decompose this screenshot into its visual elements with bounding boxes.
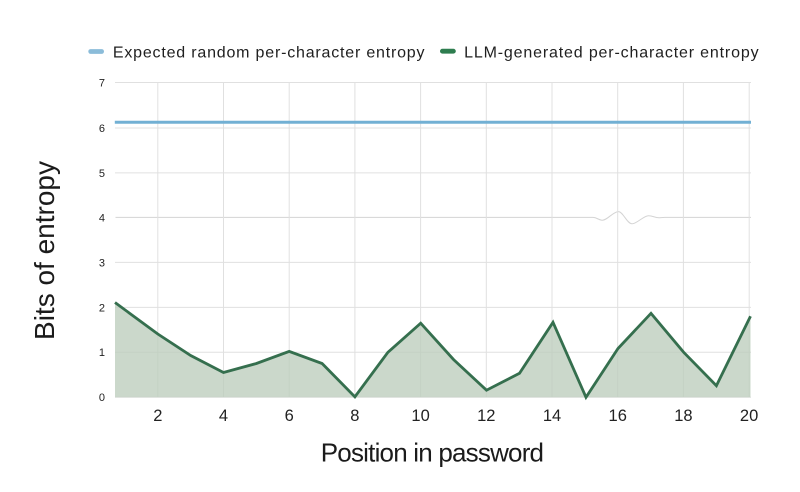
svg-text:20: 20 <box>740 407 758 425</box>
svg-text:18: 18 <box>674 407 692 425</box>
svg-text:0: 0 <box>99 392 105 404</box>
svg-text:10: 10 <box>411 407 429 425</box>
svg-text:4: 4 <box>219 407 228 425</box>
svg-text:Bits of entropy: Bits of entropy <box>29 161 60 340</box>
svg-text:6: 6 <box>99 123 105 135</box>
svg-text:12: 12 <box>477 407 495 425</box>
svg-text:14: 14 <box>543 407 561 425</box>
svg-text:16: 16 <box>609 407 627 425</box>
svg-text:2: 2 <box>99 302 105 314</box>
svg-text:7: 7 <box>99 77 105 89</box>
svg-text:Expected random per-character: Expected random per-character entropy <box>113 45 425 62</box>
svg-text:3: 3 <box>99 257 105 269</box>
svg-text:4: 4 <box>99 212 105 224</box>
svg-text:1: 1 <box>99 347 105 359</box>
svg-text:LLM-generated per-character en: LLM-generated per-character entropy <box>464 45 759 62</box>
svg-text:2: 2 <box>153 407 162 425</box>
svg-text:6: 6 <box>285 407 294 425</box>
svg-text:8: 8 <box>350 407 359 425</box>
svg-text:Position in password: Position in password <box>321 438 543 468</box>
svg-text:5: 5 <box>99 168 105 180</box>
